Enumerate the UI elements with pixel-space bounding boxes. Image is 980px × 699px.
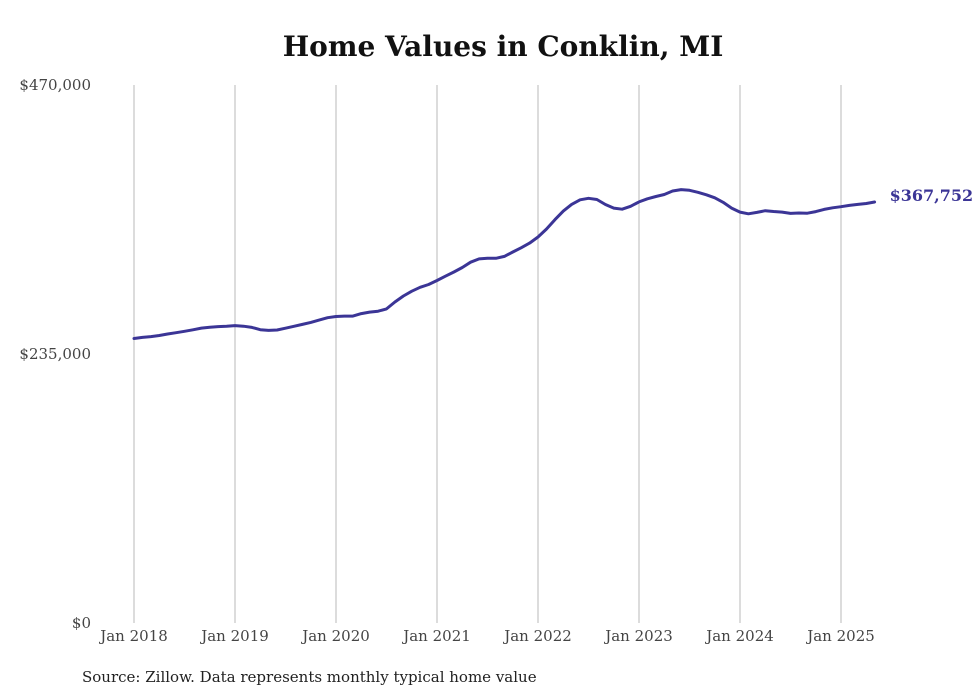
x-tick-label: Jan 2023 [603,627,673,645]
x-tick-label: Jan 2018 [98,627,168,645]
y-tick-label: $470,000 [19,76,91,94]
y-axis-ticks: $0 $235,000 $470,000 [19,76,91,632]
chart-title: Home Values in Conklin, MI [282,30,724,63]
x-axis-ticks: Jan 2018 Jan 2019 Jan 2020 Jan 2021 Jan 2022… [98,627,875,645]
x-tick-label: Jan 2021 [401,627,471,645]
x-tick-label: Jan 2024 [704,627,774,645]
x-tick-label: Jan 2020 [300,627,370,645]
end-label-layer: $367,752 [890,186,974,205]
source-note: Source: Zillow. Data represents monthly … [82,668,537,686]
y-tick-label: $0 [72,614,91,632]
y-tick-label: $235,000 [19,345,91,363]
x-tick-label: Jan 2019 [199,627,269,645]
series-line [132,188,877,340]
gridlines [133,85,842,623]
x-tick-label: Jan 2025 [805,627,875,645]
end-value-label: $367,752 [890,186,974,205]
x-tick-label: Jan 2022 [502,627,572,645]
series-layer [132,188,877,340]
